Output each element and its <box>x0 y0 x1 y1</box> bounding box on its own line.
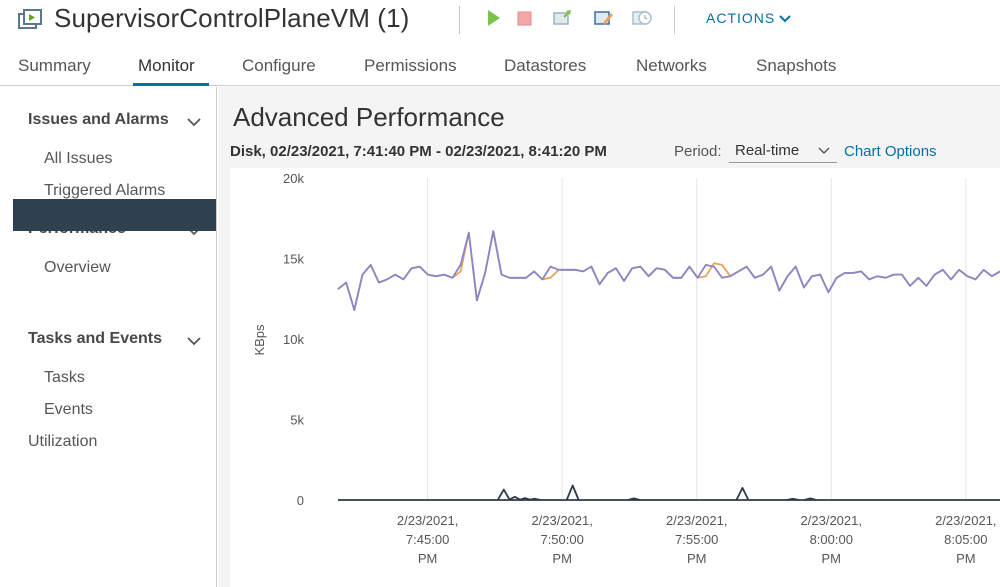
tab-summary[interactable]: Summary <box>18 56 91 75</box>
series-line <box>337 230 1000 311</box>
power-off-icon[interactable] <box>514 8 534 28</box>
y-tick-label: 0 <box>297 493 304 508</box>
chevron-down-icon[interactable] <box>186 333 202 349</box>
sidebar-item-all-issues[interactable]: All Issues <box>44 150 113 167</box>
power-on-icon[interactable] <box>483 8 503 28</box>
snapshot-icon[interactable] <box>632 8 652 28</box>
tab-bar: Summary Monitor Configure Permissions Da… <box>0 48 1000 86</box>
chevron-down-icon[interactable] <box>186 114 202 130</box>
tab-permissions[interactable]: Permissions <box>364 56 457 75</box>
y-tick-label: 20k <box>283 171 304 186</box>
tab-datastores[interactable]: Datastores <box>504 56 587 75</box>
y-axis-label: KBps <box>252 324 267 356</box>
actions-label: ACTIONS <box>706 10 776 26</box>
chart-panel: 0 5k 10k 15k 20k KBps 2/23/2021, 7:45:00 PM 2/23/… <box>230 168 1000 587</box>
y-tick-label: 10k <box>283 332 304 347</box>
y-tick-label: 5k <box>290 413 304 428</box>
x-tick-label: 7:50:00 <box>540 532 583 547</box>
sidebar-group-tasks-and-events[interactable]: Tasks and Events <box>28 330 162 347</box>
y-tick-label: 15k <box>283 252 304 267</box>
tab-configure[interactable]: Configure <box>242 56 316 75</box>
vm-title: SupervisorControlPlaneVM (1) <box>54 3 410 33</box>
title-bar: SupervisorControlPlaneVM (1) ACTIONS <box>0 0 1000 40</box>
x-tick-label: 7:55:00 <box>675 532 718 547</box>
vm-icon <box>18 9 42 29</box>
x-tick-label: 8:00:00 <box>810 532 853 547</box>
x-tick-label: 8:05:00 <box>944 532 987 547</box>
edit-settings-icon[interactable] <box>594 8 614 28</box>
x-tick-label: PM <box>822 551 842 566</box>
tab-networks[interactable]: Networks <box>636 56 707 75</box>
x-tick-label: 2/23/2021, <box>531 513 592 528</box>
sidebar-item-overview[interactable]: Overview <box>44 259 111 276</box>
series-spike <box>565 484 580 501</box>
sidebar-item-utilization[interactable]: Utilization <box>28 433 98 450</box>
period-select-value: Real-time <box>735 142 800 159</box>
active-tab-indicator <box>133 83 209 86</box>
sidebar-item-tasks[interactable]: Tasks <box>44 369 85 386</box>
chevron-down-icon <box>779 15 791 23</box>
chart-options-link[interactable]: Chart Options <box>844 143 937 160</box>
series-spike <box>528 497 541 501</box>
tab-monitor[interactable]: Monitor <box>138 56 195 75</box>
actions-menu-button[interactable]: ACTIONS <box>706 10 791 26</box>
sidebar-group-issues-and-alarms[interactable]: Issues and Alarms <box>28 111 169 128</box>
sidebar-item-events[interactable]: Events <box>44 401 93 418</box>
tab-snapshots[interactable]: Snapshots <box>756 56 837 75</box>
toolbar-divider <box>674 6 675 34</box>
series-line <box>337 230 1000 311</box>
open-console-icon[interactable] <box>553 8 573 28</box>
chevron-down-icon <box>818 147 830 154</box>
monitor-sidebar: Issues and Alarms All Issues Triggered A… <box>0 87 217 587</box>
sidebar-active-highlight <box>13 199 216 231</box>
x-tick-label: PM <box>418 551 438 566</box>
x-tick-label: 2/23/2021, <box>935 513 996 528</box>
series-spike <box>508 495 522 501</box>
title-divider <box>459 6 460 34</box>
x-tick-label: 2/23/2021, <box>666 513 727 528</box>
series-spike <box>735 487 750 501</box>
series-spike <box>786 497 799 501</box>
period-select[interactable]: Real-time <box>729 141 837 163</box>
x-tick-label: 7:45:00 <box>406 532 449 547</box>
sidebar-item-triggered-alarms[interactable]: Triggered Alarms <box>44 182 166 199</box>
sidebar-item-advanced[interactable]: Advanced <box>44 291 116 308</box>
page-title: Advanced Performance <box>233 102 505 132</box>
performance-chart: 0 5k 10k 15k 20k KBps 2/23/2021, 7:45:00 PM 2/23/… <box>252 171 1000 566</box>
x-tick-label: PM <box>956 551 976 566</box>
x-tick-label: 2/23/2021, <box>801 513 862 528</box>
period-label: Period: <box>674 143 722 160</box>
series-spike <box>804 497 817 501</box>
chart-subtitle: Disk, 02/23/2021, 7:41:40 PM - 02/23/202… <box>230 143 607 160</box>
series-spike <box>496 488 511 501</box>
series-spike <box>627 497 641 501</box>
x-tick-label: 2/23/2021, <box>397 513 458 528</box>
x-tick-label: PM <box>552 551 572 566</box>
x-tick-label: PM <box>687 551 707 566</box>
